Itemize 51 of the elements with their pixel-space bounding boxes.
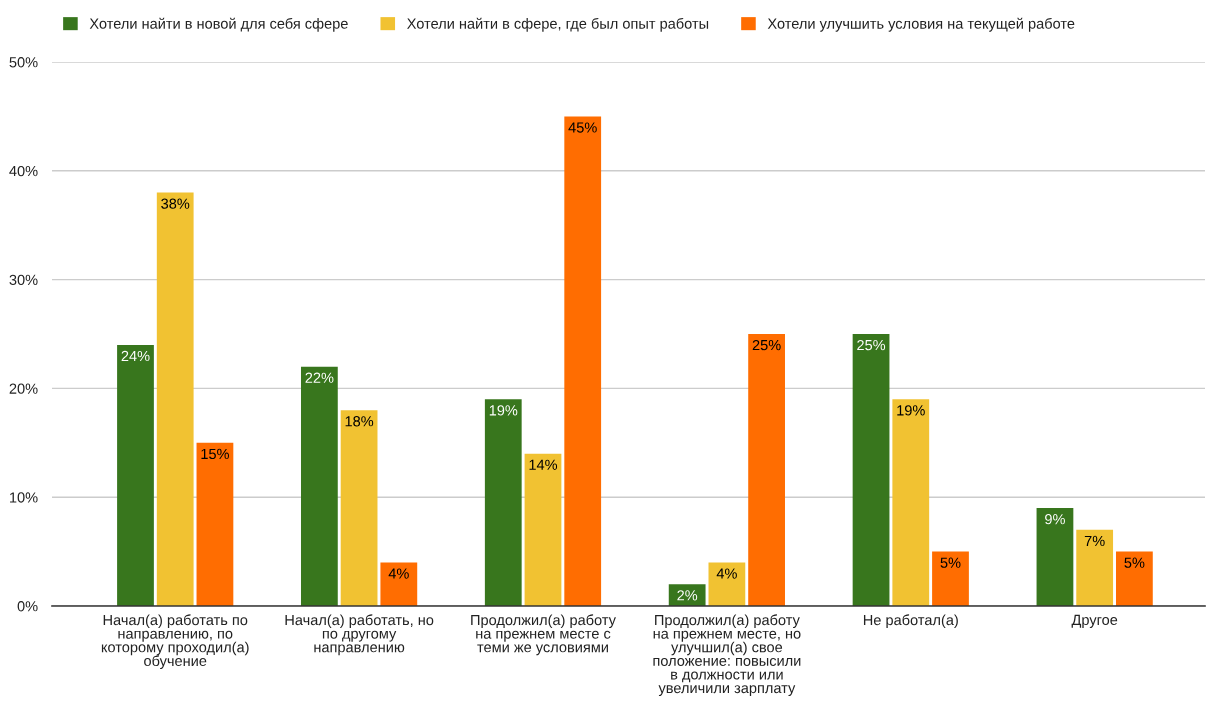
y-tick-label: 40%: [9, 165, 38, 177]
data-label: 24%: [121, 350, 150, 362]
legend-label: Хотели найти в сфере, где был опыт работы: [407, 17, 709, 32]
data-label: 45%: [568, 122, 597, 133]
bar: [932, 551, 969, 606]
data-label: 5%: [940, 557, 961, 568]
bar: [1116, 551, 1153, 606]
bar: [892, 399, 930, 606]
data-label: 19%: [897, 405, 925, 416]
data-label: 9%: [1045, 514, 1065, 525]
bar: [524, 453, 562, 606]
data-label: 14%: [529, 459, 558, 470]
data-label: 5%: [1124, 557, 1145, 568]
bar: [484, 399, 522, 606]
y-tick-label: 0%: [17, 601, 38, 612]
data-label: 7%: [1084, 535, 1105, 547]
bar: [668, 584, 706, 606]
y-tick-label: 30%: [9, 274, 38, 286]
x-tick-label: Продолжил(а) работу на прежнем месте с теми же условиями: [471, 614, 616, 656]
bar: [1076, 529, 1114, 606]
legend-label: Хотели найти в новой для себя сфере: [89, 17, 348, 32]
bar: [1036, 508, 1074, 606]
bar: [300, 366, 338, 606]
x-tick-label: Продолжил(а) работу на прежнем месте, но улучшил(а) свое положение: повысили в должности или увеличили зарплату: [653, 614, 801, 697]
bar: [380, 562, 418, 606]
bar: [852, 334, 890, 606]
x-tick-label: Начал(а) работать по направлению, по которому проходил(а) обучение: [101, 614, 249, 669]
data-label: 15%: [201, 448, 229, 460]
data-label: 18%: [345, 416, 374, 427]
bar: [748, 334, 785, 606]
bar: [156, 192, 194, 606]
legend-label: Хотели улучшить условия на текущей работе: [767, 17, 1075, 32]
data-label: 4%: [388, 568, 409, 579]
y-tick-label: 20%: [9, 383, 38, 394]
bar: [564, 116, 602, 606]
y-tick-label: 50%: [9, 57, 38, 68]
bar: [340, 410, 378, 606]
data-label: 22%: [305, 372, 334, 383]
data-label: 38%: [161, 198, 190, 209]
bar: [708, 562, 746, 606]
data-label: 25%: [857, 339, 886, 351]
bar: [196, 442, 234, 606]
bar: [117, 344, 154, 606]
x-tick-label: Не работал(а): [863, 614, 958, 629]
y-tick-label: 10%: [10, 492, 38, 503]
data-label: 25%: [752, 339, 781, 351]
data-label: 4%: [716, 568, 737, 579]
x-tick-label: Другое: [1071, 614, 1118, 628]
x-tick-label: Начал(а) работать, но по другому направлению: [285, 614, 434, 656]
data-label: 2%: [677, 590, 698, 601]
data-label: 19%: [489, 405, 518, 416]
